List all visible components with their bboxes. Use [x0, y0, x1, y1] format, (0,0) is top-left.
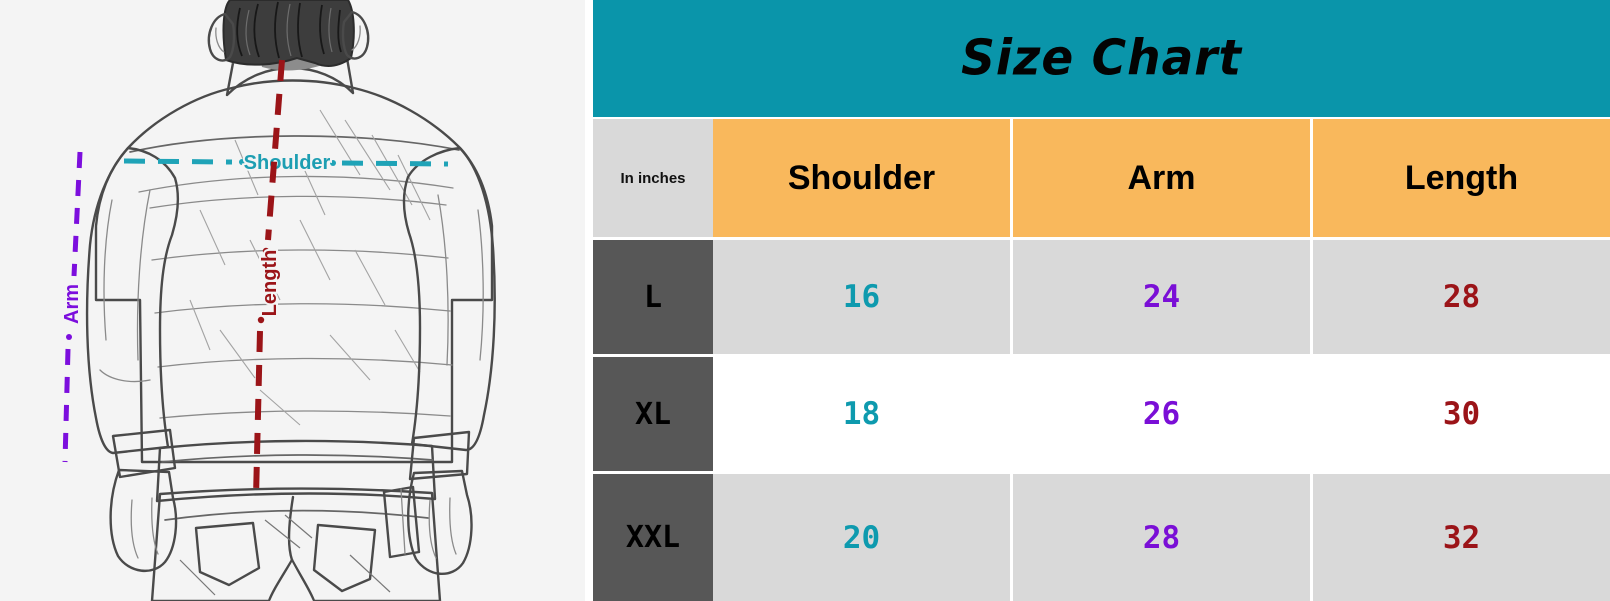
table-row-xxl: XXL 20 28 32: [593, 474, 1610, 601]
length-value: 28: [1313, 240, 1610, 354]
page-title: Size Chart: [961, 29, 1242, 88]
jeans: [150, 487, 442, 601]
shoulder-value: 18: [713, 357, 1010, 471]
column-header-arm: Arm: [1013, 119, 1310, 237]
jeans-shading: [179, 514, 391, 596]
unit-label-cell: In inches: [593, 119, 713, 237]
size-label: L: [593, 240, 713, 354]
column-header-length: Length: [1313, 119, 1610, 237]
shoulder-value: 20: [713, 474, 1010, 601]
price-tag: [382, 485, 421, 559]
table-row-l: L 16 24 28: [593, 240, 1610, 354]
size-label: XL: [593, 357, 713, 471]
length-line-label: Length: [259, 250, 281, 317]
title-bar: Size Chart: [593, 0, 1610, 117]
arm-value: 28: [1013, 474, 1310, 601]
shoulder-measure-line: Shoulder: [123, 150, 449, 176]
jacket-back-illustration: Shoulder Arm Length: [0, 0, 585, 601]
shoulder-line-label: Shoulder: [244, 152, 331, 174]
jacket-sketch-svg: Shoulder Arm Length: [0, 0, 585, 601]
jacket-waistband: [155, 439, 437, 503]
arm-value: 24: [1013, 240, 1310, 354]
size-label: XXL: [593, 474, 713, 601]
hair: [222, 0, 355, 67]
arm-value: 26: [1013, 357, 1310, 471]
shoulder-value: 16: [713, 240, 1010, 354]
column-header-shoulder: Shoulder: [713, 119, 1010, 237]
table-header-row: In inches Shoulder Arm Length: [593, 119, 1610, 237]
length-measure-line: Length: [253, 59, 285, 498]
right-arm: [402, 146, 496, 576]
length-value: 32: [1313, 474, 1610, 601]
ears: [207, 10, 370, 62]
arm-line-label: Arm: [61, 284, 83, 324]
size-chart-panel: Size Chart In inches Shoulder Arm Length…: [585, 0, 1610, 601]
arm-measure-line: Arm: [59, 151, 85, 463]
table-row-xl: XL 18 26 30: [593, 357, 1610, 471]
length-value: 30: [1313, 357, 1610, 471]
left-arm: [85, 146, 180, 572]
